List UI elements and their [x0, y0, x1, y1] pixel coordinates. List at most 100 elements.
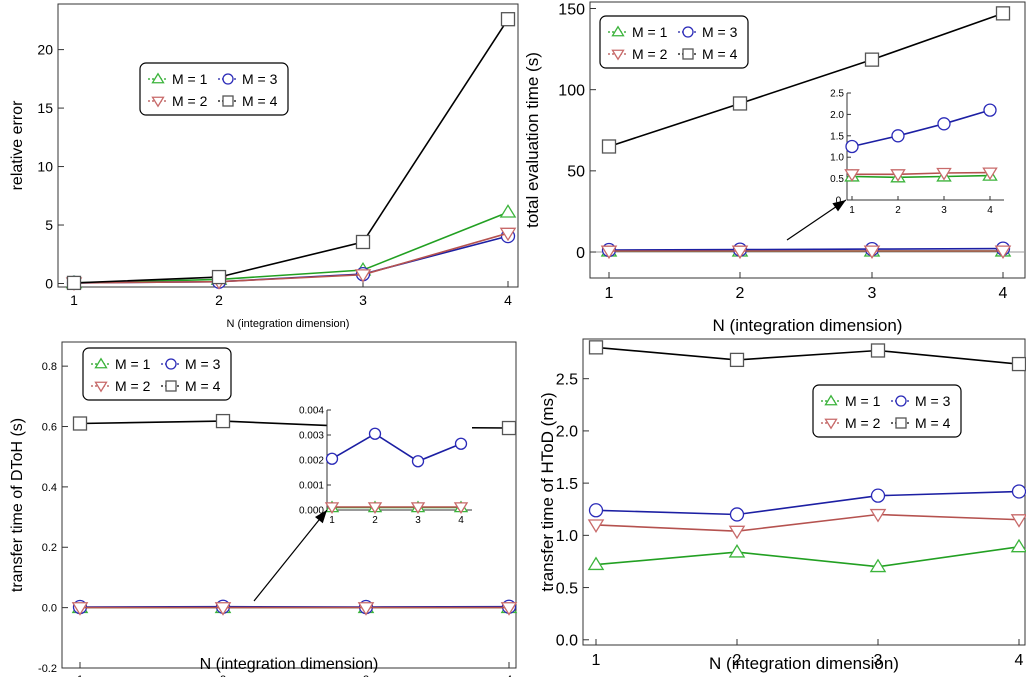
legend-label-m-1: M = 1: [172, 71, 208, 87]
legend-label-m-1: M = 1: [632, 24, 668, 40]
legend-label-m-2: M = 2: [632, 46, 668, 62]
legend-label-m-4: M = 4: [242, 93, 278, 109]
inset-series-m-3-point-2: [370, 428, 381, 439]
legend-marker-m-3: [166, 359, 176, 369]
y-tick-label: 1.0: [556, 528, 578, 545]
inset-x-tick-label: 1: [849, 205, 855, 216]
y-tick-label: -0.2: [38, 663, 57, 675]
legend-marker-m-4: [223, 96, 233, 106]
series-m-4-point-2: [213, 271, 226, 284]
x-tick-label: 3: [868, 285, 877, 302]
x-tick-label: 3: [359, 292, 367, 308]
x-tick-label: 1: [605, 285, 614, 302]
y-tick-label: 0: [576, 245, 585, 262]
series-m-3-line: [596, 492, 1019, 515]
x-tick-label: 2: [215, 292, 223, 308]
series-m-3-point-4: [1013, 485, 1026, 498]
series-m-3-point-1: [590, 504, 603, 517]
legend-marker-m-3: [223, 74, 233, 84]
series-m-4-point-2: [731, 353, 744, 366]
inset-series-m-3-point-3: [413, 456, 424, 467]
y-tick-label: 0: [45, 276, 53, 292]
legend-marker-m-4: [896, 418, 906, 428]
inset-background: [847, 93, 1004, 200]
x-tick-label: 2: [736, 285, 745, 302]
series-m-3-line: [609, 249, 1003, 250]
inset-x-tick-label: 1: [329, 515, 335, 526]
plot-frame: [583, 339, 1025, 645]
legend-label-m-3: M = 3: [185, 356, 221, 372]
x-axis-title: N (integration dimension): [200, 656, 379, 673]
y-tick-label: 1.5: [556, 476, 578, 493]
panel-relative-error: 0 5 10 15 20 1 2 3 4 N (integration dimension) rel…: [9, 4, 518, 330]
inset-x-tick-label: 2: [372, 515, 378, 526]
series-m-4-point-1: [68, 276, 81, 289]
inset-y-tick-label: 0.001: [299, 481, 324, 492]
legend-label-m-2: M = 2: [172, 93, 208, 109]
y-tick-label: 2.5: [556, 371, 578, 388]
inset-series-m-3-point-3: [938, 118, 950, 130]
series-m-2-point-2: [730, 526, 744, 538]
legend-marker-m-4: [683, 49, 693, 59]
legend-label-m-3: M = 3: [242, 71, 278, 87]
panel-total-evaluation-time: 0501001501 2 3 4N (integration dimension)to…: [523, 1, 1025, 335]
y-tick-label: 150: [558, 1, 585, 18]
series-m-1-point-4: [501, 205, 515, 217]
series-m-4-point-4: [502, 13, 515, 26]
x-tick-label: 4: [1015, 652, 1024, 669]
panel-htod-transfer-time: 0.0 0.5 1.0 1.5 2.0 2.5 1 2 3 4 N (integration dim…: [538, 339, 1026, 673]
y-tick-label: 2.0: [556, 424, 578, 441]
y-axis-title: total evaluation time (s): [523, 52, 542, 228]
legend-label-m-2: M = 2: [115, 378, 151, 394]
series-m-4-line: [74, 19, 508, 283]
inset-y-tick-label: 1.0: [830, 153, 844, 164]
inset-series-m-3-point-2: [892, 130, 904, 142]
series-m-4-point-3: [866, 53, 879, 66]
inset-x-tick-label: 3: [415, 515, 421, 526]
series-m-4-point-1: [603, 140, 616, 153]
inset-chart: 0.000 0.001 0.002 0.003 0.004 1 2 3 4: [299, 406, 472, 527]
inset-chart: 0. 0.5 1.0 1.5 2.0 2.5 1 2 3 4: [830, 89, 1004, 217]
inset-series-m-3-point-4: [984, 104, 996, 116]
legend-label-m-4: M = 4: [915, 415, 951, 431]
inset-y-tick-label: 2.0: [830, 110, 844, 121]
legend-label-m-3: M = 3: [702, 24, 738, 40]
inset-series-m-3-point-4: [456, 438, 467, 449]
series-m-4-point-1: [74, 417, 87, 430]
inset-x-tick-label: 2: [895, 205, 901, 216]
y-tick-label: 20: [37, 42, 53, 58]
inset-y-tick-label: 0.003: [299, 431, 324, 442]
x-axis-title: N (integration dimension): [227, 318, 350, 330]
inset-y-tick-label: 2.5: [830, 89, 844, 100]
x-tick-label: 4: [504, 292, 512, 308]
series-m-1-point-2: [730, 545, 744, 557]
y-axis-title: relative error: [9, 100, 26, 190]
y-tick-label: 100: [558, 82, 585, 99]
y-tick-label: 0.0: [42, 603, 57, 615]
legend-label-m-4: M = 4: [185, 378, 221, 394]
legend-label-m-1: M = 1: [115, 356, 151, 372]
series-m-4-line: [596, 347, 1019, 364]
inset-x-tick-label: 4: [458, 515, 464, 526]
legend-marker-m-3: [683, 27, 693, 37]
y-tick-label: 0.0: [556, 633, 578, 650]
y-tick-label: 15: [37, 100, 53, 116]
x-tick-label: 1: [592, 652, 601, 669]
legend-label-m-2: M = 2: [845, 415, 881, 431]
series-m-4-point-3: [872, 344, 885, 357]
y-axis-title: transfer time of HToD (ms): [538, 392, 557, 591]
y-axis-title: transfer time of DToH (s): [9, 418, 26, 592]
series-m-4-point-1: [590, 341, 603, 354]
series-m-4-point-3: [357, 235, 370, 248]
plot-frame: [58, 4, 518, 287]
legend-marker-m-3: [896, 396, 906, 406]
series-m-1-line: [596, 547, 1019, 567]
inset-y-tick-label: 1.5: [830, 131, 844, 142]
inset-series-m-3-point-1: [327, 453, 338, 464]
inset-series-m-3-point-1: [846, 141, 858, 153]
inset-background: [327, 410, 472, 510]
y-tick-label: 0.6: [42, 421, 57, 433]
legend-label-m-4: M = 4: [702, 46, 738, 62]
series-m-4-point-4: [1013, 358, 1026, 371]
